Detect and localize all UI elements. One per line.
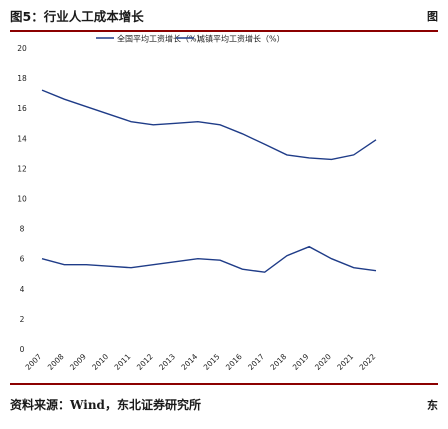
y-tick-label: 14	[17, 134, 27, 143]
y-tick-label: 10	[17, 195, 27, 204]
y-tick-label: 4	[20, 285, 25, 294]
x-tick-label: 2007	[24, 352, 44, 372]
x-tick-label: 2013	[157, 352, 177, 372]
y-tick-label: 16	[17, 104, 27, 113]
y-tick-label: 0	[20, 345, 25, 354]
x-tick-label: 2021	[335, 352, 355, 372]
legend-label-2: 城镇平均工资增长（%）	[197, 34, 285, 44]
y-tick-label: 2	[20, 315, 25, 324]
x-tick-label: 2019	[291, 352, 311, 372]
y-tick-label: 8	[20, 225, 25, 234]
x-tick-label: 2018	[268, 352, 288, 372]
x-tick-label: 2020	[313, 352, 333, 372]
series-line-2	[41, 245, 377, 273]
source-note: 资料来源：Wind，东北证券研究所	[10, 398, 201, 412]
next-source-fragment: 东	[427, 399, 438, 412]
x-tick-label: 2017	[246, 352, 266, 372]
x-tick-label: 2011	[113, 352, 133, 372]
y-tick-label: 6	[20, 255, 25, 264]
x-tick-label: 2014	[179, 352, 199, 372]
x-tick-label: 2010	[90, 352, 110, 372]
next-figure-title-fragment: 图	[427, 10, 438, 23]
x-tick-label: 2009	[68, 352, 88, 372]
figure-title: 图5：行业人工成本增长	[10, 9, 144, 24]
series-line-1	[41, 89, 377, 161]
y-tick-label: 20	[17, 44, 27, 53]
x-tick-label: 2022	[358, 352, 378, 372]
x-tick-label: 2012	[135, 352, 155, 372]
x-tick-label: 2016	[224, 352, 244, 372]
x-tick-label: 2008	[46, 352, 66, 372]
chart-area: 0 2 4 6 8 10 12 14 16 18 20 2007 2008 2009 2010 2011 201…	[0, 34, 448, 379]
y-tick-label: 18	[17, 74, 27, 83]
figure-header: 图5：行业人工成本增长 图	[10, 6, 438, 28]
x-tick-label: 2015	[202, 352, 222, 372]
y-tick-label: 12	[17, 164, 27, 173]
legend-label-1: 全国平均工资增长（%）	[117, 34, 205, 44]
bottom-rule	[10, 383, 438, 385]
top-rule	[10, 30, 438, 32]
